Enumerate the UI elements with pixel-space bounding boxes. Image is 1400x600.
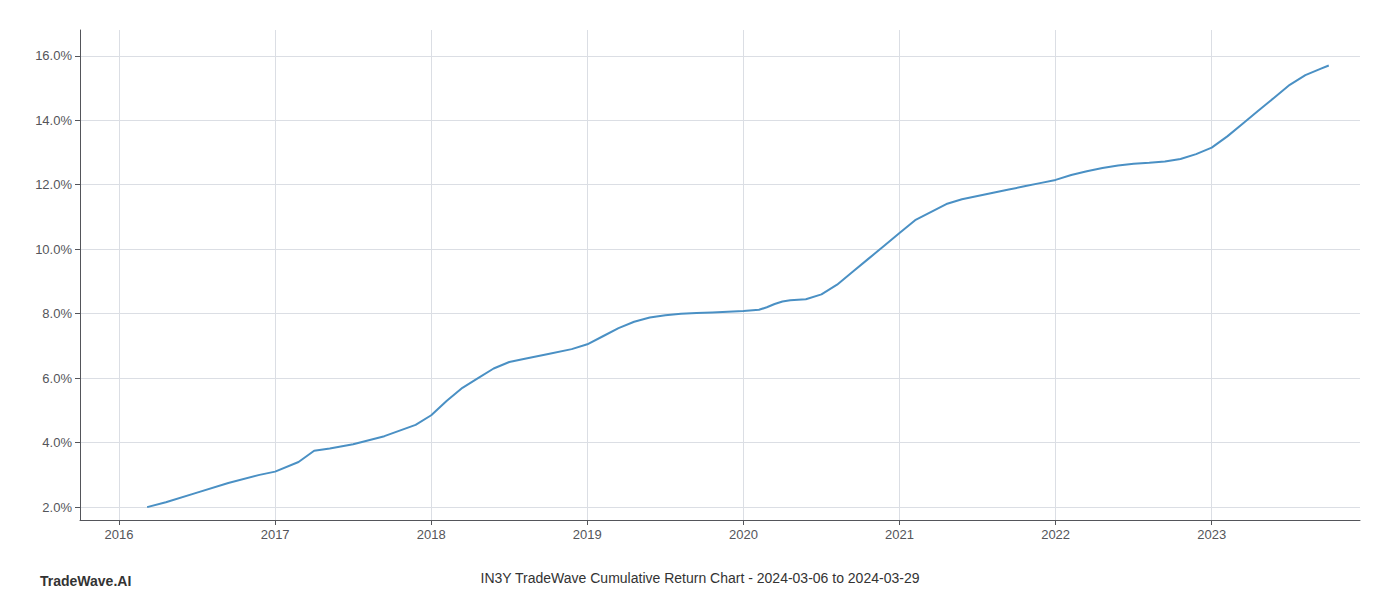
svg-text:2021: 2021 [885, 527, 914, 542]
svg-text:IN3Y TradeWave Cumulative Retu: IN3Y TradeWave Cumulative Return Chart -… [481, 570, 920, 586]
svg-text:2018: 2018 [417, 527, 446, 542]
svg-text:TradeWave.AI: TradeWave.AI [40, 573, 131, 589]
svg-text:2020: 2020 [729, 527, 758, 542]
svg-text:16.0%: 16.0% [35, 48, 72, 63]
svg-text:2019: 2019 [573, 527, 602, 542]
svg-text:6.0%: 6.0% [42, 371, 72, 386]
svg-text:10.0%: 10.0% [35, 242, 72, 257]
svg-text:4.0%: 4.0% [42, 435, 72, 450]
svg-text:2017: 2017 [261, 527, 290, 542]
svg-text:2022: 2022 [1041, 527, 1070, 542]
svg-text:2.0%: 2.0% [42, 500, 72, 515]
svg-text:2023: 2023 [1197, 527, 1226, 542]
svg-text:8.0%: 8.0% [42, 306, 72, 321]
svg-text:14.0%: 14.0% [35, 113, 72, 128]
svg-text:12.0%: 12.0% [35, 177, 72, 192]
svg-text:2016: 2016 [105, 527, 134, 542]
